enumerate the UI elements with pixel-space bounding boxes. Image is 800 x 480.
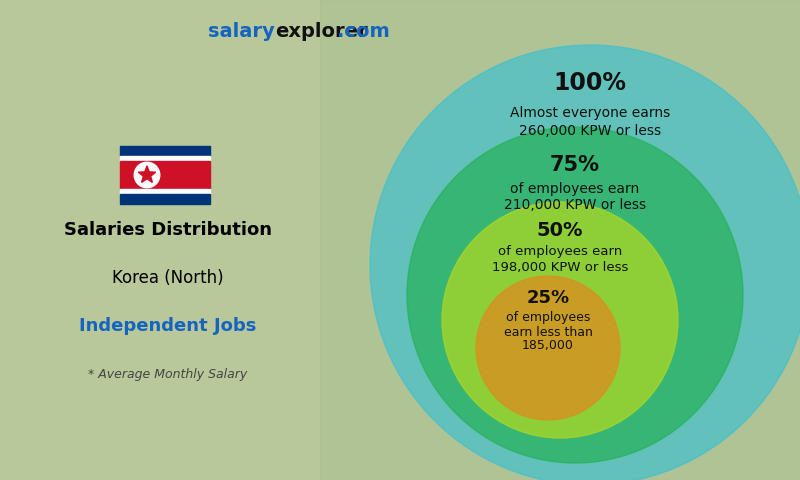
Text: 50%: 50% <box>537 220 583 240</box>
Circle shape <box>476 276 620 420</box>
Circle shape <box>407 127 743 463</box>
Text: 75%: 75% <box>550 155 600 175</box>
Bar <box>120 146 210 156</box>
Text: 185,000: 185,000 <box>522 339 574 352</box>
Text: 198,000 KPW or less: 198,000 KPW or less <box>492 261 628 274</box>
Text: 25%: 25% <box>526 289 570 307</box>
Circle shape <box>442 202 678 438</box>
Circle shape <box>134 162 160 188</box>
Text: Korea (North): Korea (North) <box>112 269 224 288</box>
Text: of employees: of employees <box>506 312 590 324</box>
Text: 100%: 100% <box>554 71 626 95</box>
Text: of employees earn: of employees earn <box>510 182 640 196</box>
Text: Almost everyone earns: Almost everyone earns <box>510 106 670 120</box>
Text: of employees earn: of employees earn <box>498 245 622 259</box>
Bar <box>120 189 210 194</box>
Circle shape <box>370 45 800 480</box>
Text: Salaries Distribution: Salaries Distribution <box>64 221 272 240</box>
Bar <box>320 0 800 480</box>
Bar <box>120 161 210 189</box>
Text: earn less than: earn less than <box>503 325 593 338</box>
Text: * Average Monthly Salary: * Average Monthly Salary <box>88 368 248 381</box>
Text: 210,000 KPW or less: 210,000 KPW or less <box>504 198 646 212</box>
Text: 260,000 KPW or less: 260,000 KPW or less <box>519 124 661 138</box>
Polygon shape <box>138 166 156 182</box>
Bar <box>120 156 210 161</box>
Text: salary: salary <box>208 22 275 41</box>
Text: explorer: explorer <box>275 22 368 41</box>
Bar <box>120 194 210 204</box>
Text: .com: .com <box>337 22 390 41</box>
Text: Independent Jobs: Independent Jobs <box>79 317 257 336</box>
